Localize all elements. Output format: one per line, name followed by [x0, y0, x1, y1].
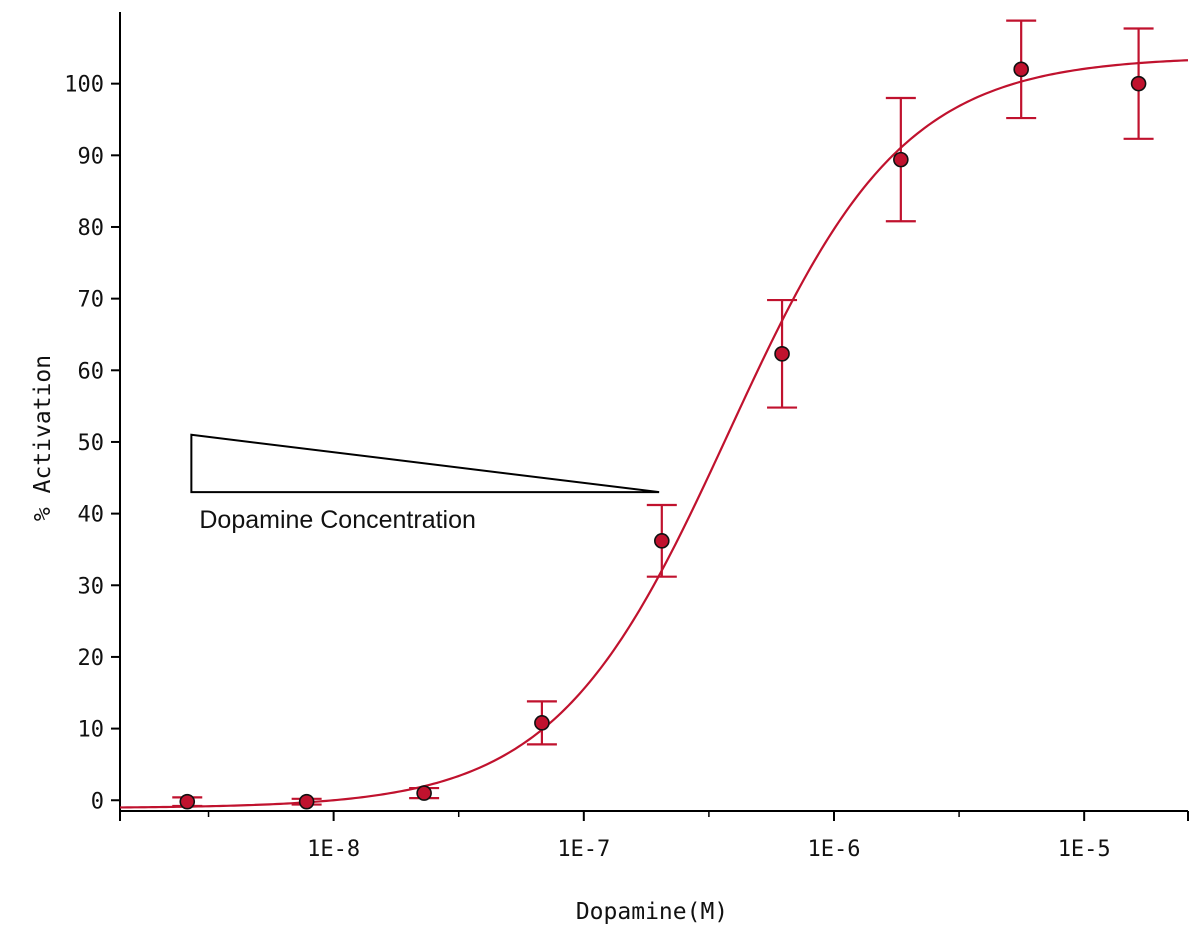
y-tick-label: 0 — [91, 789, 104, 814]
x-tick-label: 1E-6 — [808, 837, 861, 862]
axes — [111, 12, 1189, 821]
y-tick-label: 80 — [78, 216, 105, 241]
data-points — [179, 61, 1147, 810]
y-tick-label: 40 — [78, 503, 105, 528]
y-tick-label: 20 — [78, 646, 105, 671]
x-axis-title: Dopamine(M) — [576, 899, 728, 925]
y-tick-label: 70 — [78, 288, 105, 313]
tick-labels: 0 10 20 30 40 50 60 70 80 90 100 1E-8 1E-7 1E-6 1E-5 — [64, 73, 1110, 862]
data-point — [774, 346, 790, 362]
y-tick-label: 60 — [78, 359, 105, 384]
y-tick-label: 90 — [78, 144, 105, 169]
x-tick-label: 1E-7 — [557, 837, 610, 862]
y-tick-label: 100 — [64, 73, 104, 98]
concentration-wedge — [190, 433, 660, 494]
annotation-label: Dopamine Concentration — [199, 506, 476, 534]
y-tick-label: 30 — [78, 574, 105, 599]
fit-curve — [119, 59, 1189, 809]
data-point — [534, 715, 550, 731]
y-tick-label: 50 — [78, 431, 105, 456]
x-tick-label: 1E-5 — [1058, 837, 1111, 862]
data-point — [1130, 75, 1147, 92]
data-point — [1013, 61, 1029, 78]
data-point — [298, 793, 315, 810]
data-point — [179, 793, 196, 810]
annotation: Dopamine Concentration — [190, 433, 660, 534]
y-axis-title: % Activation — [30, 355, 56, 521]
data-point — [654, 533, 670, 549]
fit-curve-group — [119, 59, 1189, 809]
y-tick-label: 10 — [78, 718, 105, 743]
data-point — [893, 151, 909, 168]
error-bars — [172, 19, 1154, 808]
data-point — [416, 785, 432, 801]
x-tick-label: 1E-8 — [307, 837, 360, 862]
